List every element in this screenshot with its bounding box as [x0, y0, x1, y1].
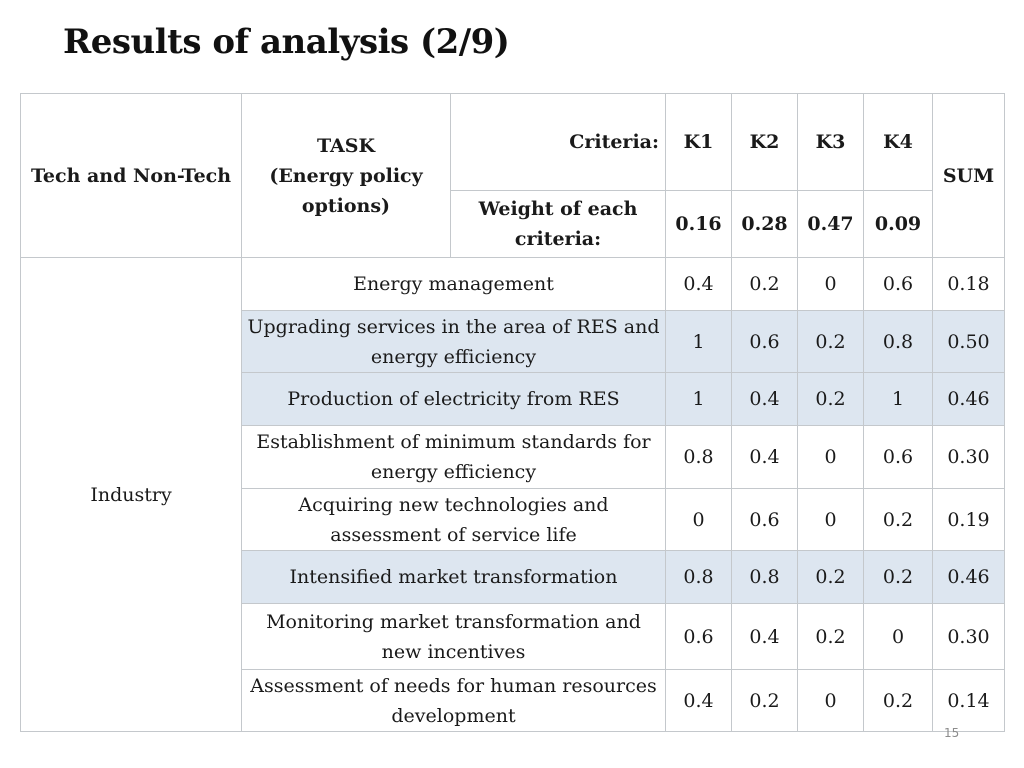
- header-task: TASK (Energy policy options): [241, 93, 451, 258]
- k3-cell: 0: [797, 488, 864, 551]
- k4-cell: 0.6: [863, 425, 933, 489]
- k1-cell: 0.4: [665, 669, 732, 732]
- k1-cell: 0.8: [665, 550, 732, 604]
- task-cell: Acquiring new technologies and assessmen…: [241, 488, 666, 551]
- sum-cell: 0.46: [932, 550, 1005, 604]
- header-tech-nontech: Tech and Non-Tech: [20, 93, 242, 258]
- table-row: Industry Energy management 0.4 0.2 0 0.6…: [20, 257, 1005, 732]
- header-criteria-label: Criteria:: [450, 93, 666, 191]
- weight-k2: 0.28: [731, 190, 798, 258]
- k2-cell: 0.6: [731, 310, 798, 373]
- header-task-line1: TASK: [316, 134, 376, 157]
- k1-cell: 0.4: [665, 257, 732, 311]
- k3-cell: 0: [797, 257, 864, 311]
- header-k3: K3: [797, 93, 864, 191]
- k2-cell: 0.4: [731, 372, 798, 426]
- sum-cell: 0.19: [932, 488, 1005, 551]
- k4-cell: 0.2: [863, 488, 933, 551]
- header-weight-label: Weight of each criteria:: [450, 190, 666, 258]
- sum-cell: 0.50: [932, 310, 1005, 373]
- task-cell: Upgrading services in the area of RES an…: [241, 310, 666, 373]
- header-k2: K2: [731, 93, 798, 191]
- k3-cell: 0.2: [797, 603, 864, 670]
- slide-title: Results of analysis (2/9): [63, 22, 510, 62]
- sum-cell: 0.30: [932, 603, 1005, 670]
- task-cell: Intensified market transformation: [241, 550, 666, 604]
- k4-cell: 0.8: [863, 310, 933, 373]
- k1-cell: 1: [665, 372, 732, 426]
- k2-cell: 0.8: [731, 550, 798, 604]
- k3-cell: 0: [797, 669, 864, 732]
- page-number: 15: [944, 726, 960, 740]
- header-row-weights: Weight of each criteria: 0.16 0.28 0.47 …: [21, 190, 1005, 258]
- task-cell: Assessment of needs for human resources …: [241, 669, 666, 732]
- header-task-line3: options): [301, 194, 391, 217]
- weight-k1: 0.16: [665, 190, 732, 258]
- k2-cell: 0.4: [731, 425, 798, 489]
- results-table: Tech and Non-Tech TASK (Energy policy op…: [20, 93, 1005, 732]
- sum-cell: 0.46: [932, 372, 1005, 426]
- header-k1: K1: [665, 93, 732, 191]
- k3-cell: 0.2: [797, 372, 864, 426]
- k2-cell: 0.2: [731, 669, 798, 732]
- k3-cell: 0: [797, 425, 864, 489]
- k1-cell: 0: [665, 488, 732, 551]
- k1-cell: 1: [665, 310, 732, 373]
- k2-cell: 0.4: [731, 603, 798, 670]
- task-cell: Production of electricity from RES: [241, 372, 666, 426]
- k4-cell: 0.2: [863, 550, 933, 604]
- k3-cell: 0.2: [797, 550, 864, 604]
- weight-k3: 0.47: [797, 190, 864, 258]
- k2-cell: 0.6: [731, 488, 798, 551]
- task-cell: Establishment of minimum standards for e…: [241, 425, 666, 489]
- k1-cell: 0.8: [665, 425, 732, 489]
- k4-cell: 0.2: [863, 669, 933, 732]
- task-cell: Energy management: [241, 257, 666, 311]
- table-row: Assessment of needs for human resources …: [21, 669, 1005, 732]
- group-industry: Industry: [20, 257, 242, 732]
- table-row: Acquiring new technologies and assessmen…: [21, 488, 1005, 551]
- header-task-line2: (Energy policy: [269, 164, 423, 187]
- table-row: Upgrading services in the area of RES an…: [21, 310, 1005, 373]
- k1-cell: 0.6: [665, 603, 732, 670]
- task-cell: Monitoring market transformation and new…: [241, 603, 666, 670]
- table-row: Monitoring market transformation and new…: [21, 603, 1005, 670]
- table-row: Production of electricity from RES 1 0.4…: [21, 372, 1005, 426]
- weight-k4: 0.09: [863, 190, 933, 258]
- k4-cell: 0.6: [863, 257, 933, 311]
- header-row-criteria: Tech and Non-Tech TASK (Energy policy op…: [20, 93, 1005, 258]
- header-k4: K4: [863, 93, 933, 191]
- k3-cell: 0.2: [797, 310, 864, 373]
- k4-cell: 0: [863, 603, 933, 670]
- sum-cell: 0.30: [932, 425, 1005, 489]
- k2-cell: 0.2: [731, 257, 798, 311]
- header-sum: SUM: [932, 93, 1005, 258]
- sum-cell: 0.14: [932, 669, 1005, 732]
- k4-cell: 1: [863, 372, 933, 426]
- sum-cell: 0.18: [932, 257, 1005, 311]
